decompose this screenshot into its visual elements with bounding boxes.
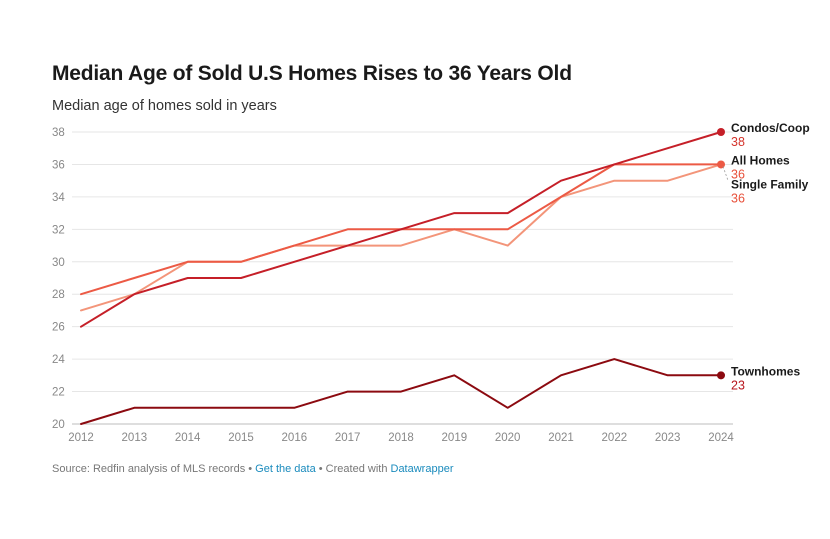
x-tick-label: 2014	[175, 432, 201, 444]
series-marker-townhomes	[717, 371, 725, 380]
series-marker-single-family	[717, 160, 725, 169]
series-value-single-family: 36	[731, 191, 745, 205]
series-value-all-homes: 36	[731, 167, 745, 181]
series-line-condos-coop	[80, 131, 722, 328]
x-tick-label: 2022	[602, 432, 628, 444]
x-tick-label: 2020	[495, 432, 521, 444]
get-the-data-link[interactable]: Get the data	[255, 463, 316, 475]
datawrapper-link[interactable]: Datawrapper	[390, 463, 454, 475]
x-tick-label: 2017	[335, 432, 361, 444]
y-tick-label: 20	[52, 419, 65, 431]
series-markers	[717, 128, 725, 380]
footer-separator: •	[245, 463, 256, 475]
x-tick-label: 2016	[282, 432, 308, 444]
x-axis-ticks: 2012 2013 2014 2015 2016 2017 2018 2019 2020 2021…	[68, 432, 734, 444]
label-leader-line	[722, 166, 729, 181]
series-value-townhomes: 23	[731, 378, 745, 392]
y-tick-label: 34	[52, 192, 65, 204]
y-tick-label: 30	[52, 257, 65, 269]
y-axis-ticks: 20 22 24 26 28 30 32 34 36 38	[52, 127, 65, 431]
x-tick-label: 2012	[68, 432, 94, 444]
y-tick-label: 22	[52, 387, 65, 399]
x-tick-label: 2013	[122, 432, 148, 444]
chart-footer: Source: Redfin analysis of MLS records •…	[52, 463, 453, 475]
series-label-townhomes: Townhomes	[731, 364, 800, 378]
footer-separator-created: • Created with	[315, 463, 391, 475]
y-tick-label: 38	[52, 127, 65, 139]
series-value-condos-coop: 38	[731, 135, 745, 149]
chart-subtitle: Median age of homes sold in years	[52, 98, 277, 114]
y-tick-label: 26	[52, 322, 65, 334]
x-tick-label: 2019	[442, 432, 468, 444]
grid-lines	[72, 131, 733, 425]
series-label-all-homes: All Homes	[731, 153, 790, 167]
x-tick-label: 2015	[228, 432, 254, 444]
series-lines	[80, 131, 722, 425]
x-tick-label: 2018	[388, 432, 414, 444]
x-tick-label: 2021	[548, 432, 574, 444]
x-tick-label: 2023	[655, 432, 681, 444]
chart-title: Median Age of Sold U.S Homes Rises to 36…	[52, 62, 572, 85]
source-note: Source: Redfin analysis of MLS records	[52, 463, 246, 475]
series-label-single-family: Single Family	[731, 177, 809, 191]
series-line-all-homes	[80, 163, 722, 312]
y-tick-label: 28	[52, 289, 65, 301]
y-tick-label: 24	[52, 354, 65, 366]
y-tick-label: 32	[52, 224, 65, 236]
y-tick-label: 36	[52, 159, 65, 171]
x-tick-label: 2024	[708, 432, 734, 444]
series-marker-condos-coop	[717, 128, 725, 136]
series-label-condos-coop: Condos/Coop	[731, 121, 810, 135]
series-line-townhomes	[80, 358, 722, 425]
